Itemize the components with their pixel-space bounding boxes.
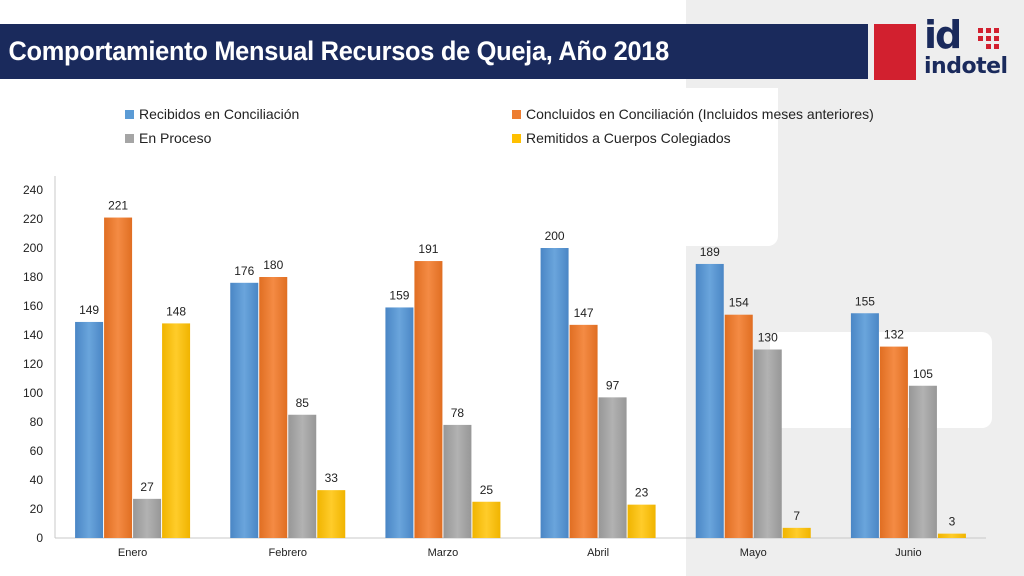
data-label: 27 — [140, 480, 154, 494]
bar — [259, 277, 288, 538]
bar — [879, 346, 908, 538]
legend-label: Concluidos en Conciliación (Incluidos me… — [526, 106, 874, 122]
data-label: 148 — [166, 304, 186, 318]
x-tick-label: Mayo — [740, 547, 767, 559]
page-title: Comportamiento Mensual Recursos de Queja… — [8, 36, 669, 66]
y-tick-label: 200 — [23, 241, 43, 255]
legend-swatch — [512, 133, 521, 143]
data-label: 154 — [729, 296, 749, 310]
data-label: 200 — [545, 229, 565, 243]
data-label: 7 — [793, 509, 800, 523]
legend-label: En Proceso — [139, 130, 212, 146]
data-label: 180 — [263, 258, 283, 272]
data-label: 25 — [480, 483, 494, 497]
bar — [753, 349, 782, 538]
bar — [288, 414, 317, 538]
bar — [75, 321, 104, 538]
data-label: 159 — [389, 288, 409, 302]
legend-item: Concluidos en Conciliación (Incluidos me… — [512, 106, 874, 122]
bar — [540, 248, 569, 538]
x-tick-label: Enero — [118, 547, 147, 559]
bar — [317, 490, 346, 538]
bar — [724, 314, 753, 538]
y-tick-label: 140 — [23, 328, 43, 342]
legend-swatch — [125, 109, 134, 119]
y-tick-label: 100 — [23, 386, 43, 400]
data-label: 147 — [574, 306, 594, 320]
bar — [133, 498, 162, 538]
bar — [385, 307, 414, 538]
background-card — [540, 88, 778, 246]
y-tick-label: 60 — [30, 444, 44, 458]
data-label: 132 — [884, 328, 904, 342]
y-tick-label: 20 — [30, 502, 44, 516]
data-label: 3 — [949, 515, 956, 529]
title-bar: Comportamiento Mensual Recursos de Queja… — [0, 24, 868, 79]
legend-label: Remitidos a Cuerpos Colegiados — [526, 130, 731, 146]
data-label: 105 — [913, 367, 933, 381]
data-label: 189 — [700, 245, 720, 259]
legend-item: Remitidos a Cuerpos Colegiados — [512, 130, 731, 146]
data-label: 33 — [325, 471, 339, 485]
data-label: 149 — [79, 303, 99, 317]
bar — [695, 263, 724, 538]
indotel-logo: id indotel — [874, 16, 1008, 82]
legend-item: En Proceso — [125, 130, 211, 146]
legend-label: Recibidos en Conciliación — [139, 106, 300, 122]
x-tick-label: Abril — [587, 547, 609, 559]
legend-swatch — [125, 133, 134, 143]
bar — [598, 397, 627, 538]
y-tick-label: 120 — [23, 357, 43, 371]
data-label: 130 — [758, 331, 778, 345]
bar — [850, 313, 879, 538]
bar — [230, 282, 259, 538]
bar — [162, 323, 191, 538]
y-tick-label: 220 — [23, 212, 43, 226]
bar — [104, 217, 133, 539]
bar — [443, 424, 472, 538]
logo-grid-icon — [978, 28, 1000, 52]
bar — [414, 261, 443, 538]
logo-text-id: id — [924, 13, 962, 57]
data-label: 176 — [234, 264, 254, 278]
bar — [472, 501, 501, 538]
legend-item: Recibidos en Conciliación — [125, 106, 299, 122]
x-tick-label: Marzo — [428, 547, 459, 559]
bar — [937, 533, 966, 538]
y-tick-label: 0 — [36, 531, 43, 545]
x-tick-label: Febrero — [268, 547, 307, 559]
x-tick-label: Junio — [895, 547, 921, 559]
bar — [908, 385, 937, 538]
y-tick-label: 80 — [30, 415, 44, 429]
y-tick-label: 240 — [23, 183, 43, 197]
logo-red-block — [874, 24, 916, 80]
bar — [627, 504, 656, 538]
data-label: 191 — [418, 242, 438, 256]
data-label: 97 — [606, 378, 620, 392]
logo-text-indotel: indotel — [924, 54, 1008, 79]
legend-swatch — [512, 109, 521, 119]
bar — [782, 527, 811, 538]
data-label: 221 — [108, 199, 128, 213]
bar — [569, 324, 598, 538]
data-label: 78 — [451, 406, 465, 420]
data-label: 155 — [855, 294, 875, 308]
y-tick-label: 180 — [23, 270, 43, 284]
y-tick-label: 160 — [23, 299, 43, 313]
data-label: 85 — [296, 396, 310, 410]
chart-legend: Recibidos en Conciliación Concluidos en … — [125, 106, 925, 150]
data-label: 23 — [635, 486, 649, 500]
y-tick-label: 40 — [30, 473, 44, 487]
